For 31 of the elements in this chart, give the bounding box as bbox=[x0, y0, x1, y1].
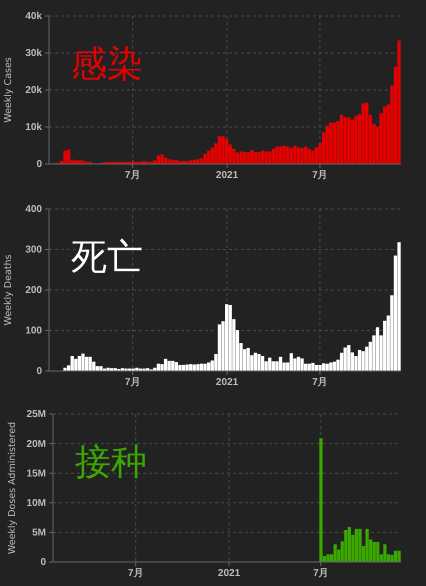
y-tick-label: 40k bbox=[25, 11, 42, 22]
x-tick-label: 7月 bbox=[128, 568, 144, 580]
y-tick-label: 10k bbox=[25, 122, 42, 134]
y-tick-label: 300 bbox=[25, 244, 42, 256]
y-tick-label: 100 bbox=[25, 326, 42, 337]
x-tick-label: 7月 bbox=[312, 377, 328, 388]
y-tick-label: 400 bbox=[25, 204, 42, 216]
y-tick-label: 25M bbox=[26, 409, 46, 420]
y-axis-title: Weekly Doses Administered bbox=[7, 422, 18, 554]
y-tick-label: 5M bbox=[32, 528, 46, 539]
y-tick-label: 0 bbox=[36, 159, 42, 170]
annotation: 死亡 bbox=[71, 237, 143, 278]
x-tick-label: 2021 bbox=[218, 568, 241, 580]
y-tick-label: 30k bbox=[25, 48, 42, 60]
y-tick-label: 20k bbox=[25, 85, 42, 96]
x-tick-label: 7月 bbox=[124, 170, 140, 182]
y-tick-label: 0 bbox=[40, 557, 46, 568]
y-tick-label: 200 bbox=[25, 285, 42, 296]
y-tick-label: 15M bbox=[26, 468, 46, 480]
y-axis-title: Weekly Deaths bbox=[3, 254, 14, 326]
y-tick-label: 20M bbox=[26, 438, 46, 450]
x-tick-label: 7月 bbox=[312, 170, 328, 182]
annotation: 感染 bbox=[71, 44, 143, 85]
annotation: 接种 bbox=[75, 442, 147, 483]
x-tick-label: 2021 bbox=[216, 170, 239, 182]
x-tick-label: 2021 bbox=[216, 377, 239, 388]
y-axis-title: Weekly Cases bbox=[3, 57, 14, 123]
y-tick-label: 0 bbox=[36, 366, 42, 378]
x-tick-label: 7月 bbox=[313, 568, 329, 580]
x-tick-label: 7月 bbox=[124, 377, 140, 388]
y-tick-label: 10M bbox=[26, 498, 46, 509]
